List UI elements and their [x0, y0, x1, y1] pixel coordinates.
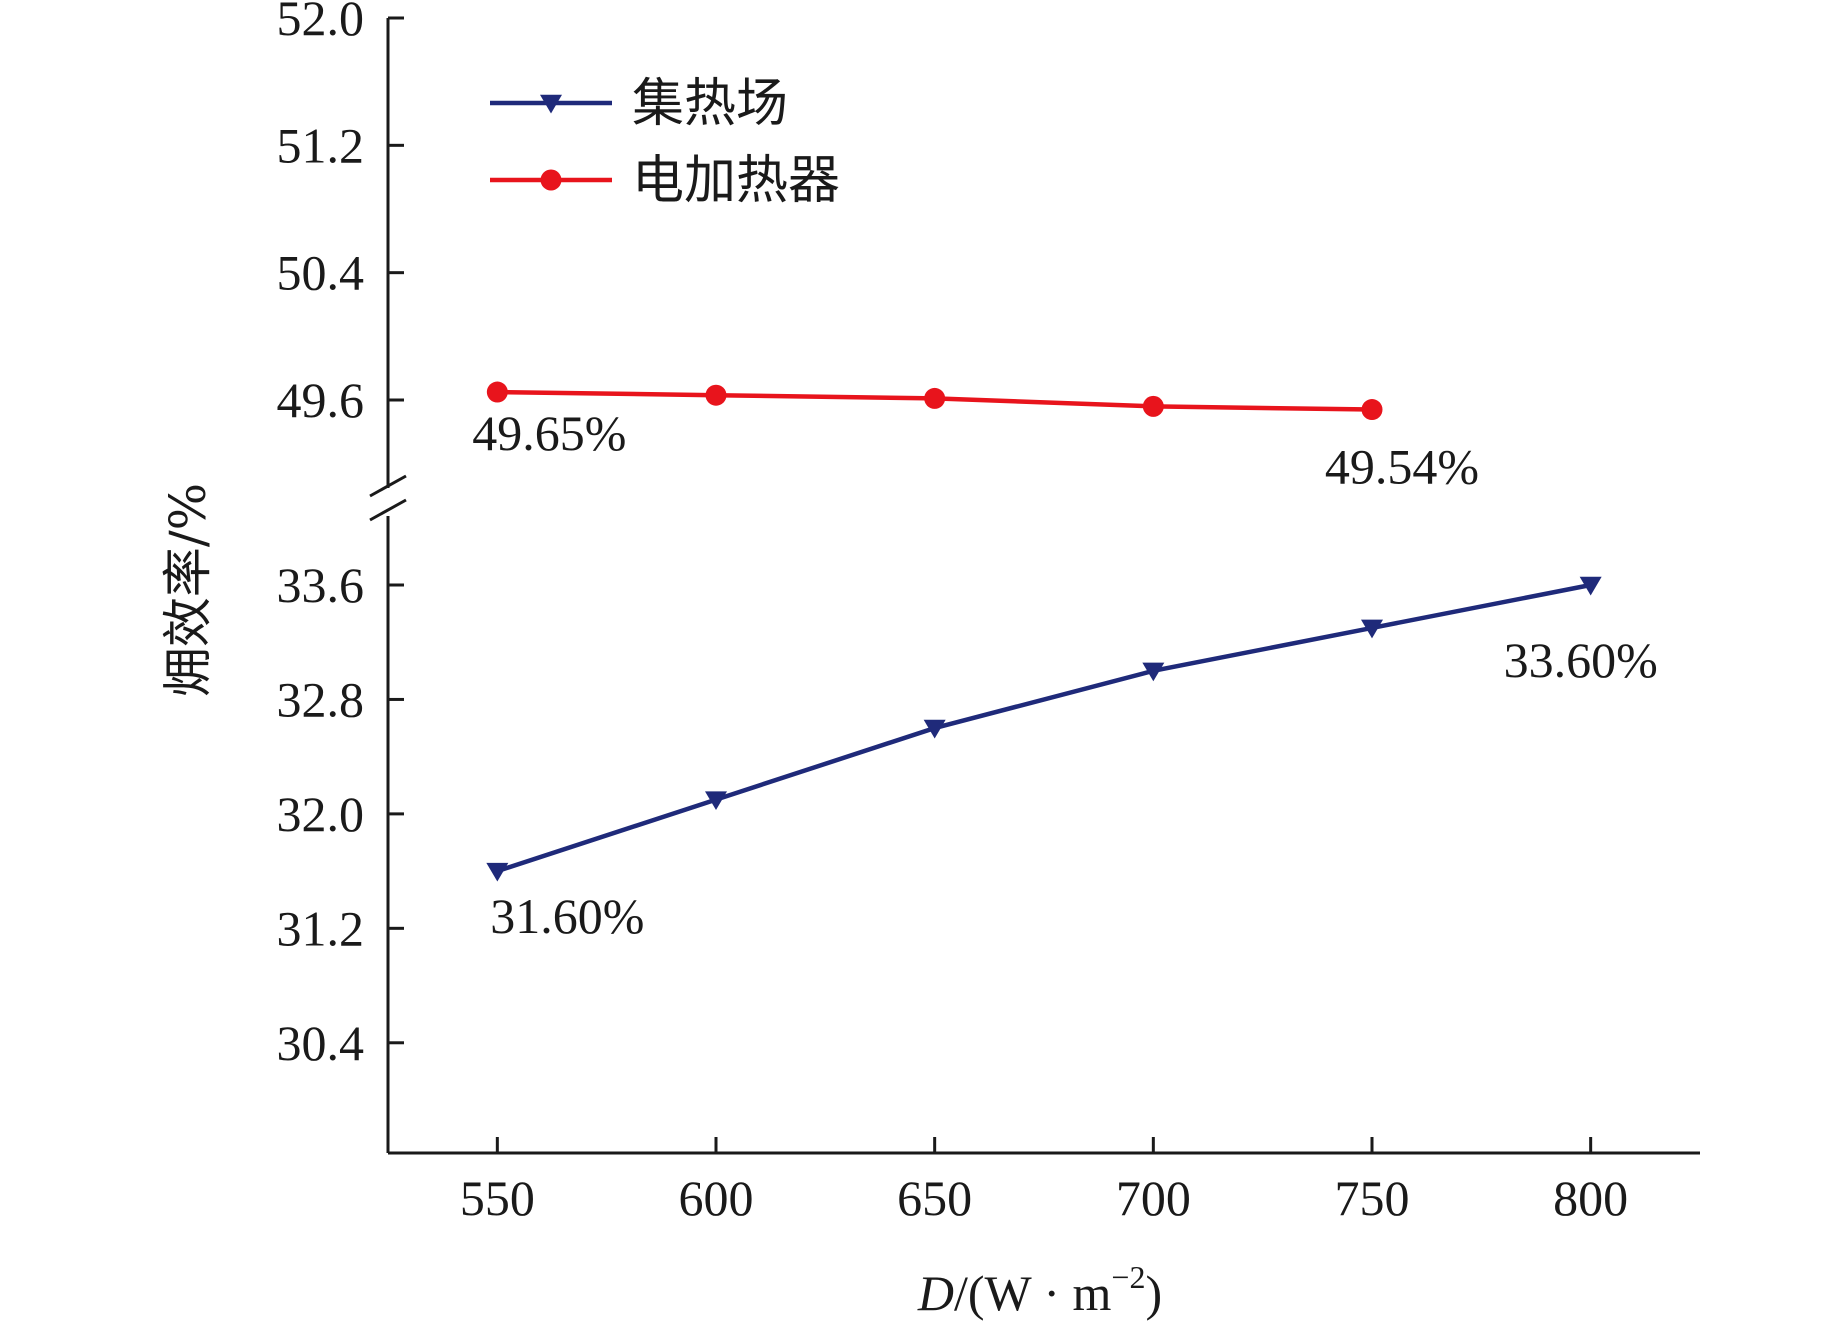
- legend: 集热场 电加热器: [490, 74, 840, 211]
- x-axis-title-sup: −2: [1111, 1259, 1145, 1295]
- legend-marker-circle: [540, 169, 562, 191]
- y-tick-label: 50.4: [277, 245, 365, 301]
- y-tick-label: 32.0: [277, 786, 365, 842]
- legend-marker-triangle: [540, 94, 562, 114]
- annotations: 31.60% 33.60% 49.65% 49.54%: [472, 405, 1657, 944]
- data-point-circle: [1142, 395, 1164, 417]
- data-point-circle: [924, 387, 946, 409]
- x-tick-label: 700: [1116, 1170, 1191, 1226]
- x-tick-label: 600: [679, 1170, 754, 1226]
- y-ticks: 49.6 50.4 51.2 52.0 30.4 31.2 32.0 32.8 33.6: [277, 0, 404, 1071]
- series-line-1: [496, 582, 1592, 874]
- data-point-circle: [486, 381, 508, 403]
- data-label: 31.60%: [490, 888, 644, 944]
- data-point-triangle: [1361, 619, 1383, 639]
- legend-label-series-1: 集热场: [632, 74, 788, 134]
- x-tick-label: 550: [460, 1170, 535, 1226]
- axis-break-mark: [369, 474, 407, 498]
- data-label: 49.54%: [1325, 439, 1479, 495]
- data-label: 33.60%: [1504, 632, 1658, 688]
- y-tick-label: 51.2: [277, 117, 365, 173]
- legend-label-series-2: 电加热器: [632, 151, 840, 211]
- data-point-circle: [705, 384, 727, 406]
- data-point-circle: [1361, 399, 1383, 421]
- data-point-triangle: [1579, 576, 1602, 596]
- axis-break-mark: [369, 498, 407, 522]
- y-tick-label: 32.8: [277, 671, 365, 727]
- x-axis-title-unit: /(W · m: [954, 1265, 1111, 1321]
- x-axis-title-close: ): [1145, 1265, 1162, 1321]
- x-tick-label: 800: [1553, 1170, 1628, 1226]
- y-tick-label: 49.6: [277, 372, 365, 428]
- x-ticks: 550 600 650 700 750 800: [460, 1137, 1628, 1226]
- y-axis-title: 㶲效率/%: [159, 483, 217, 697]
- data-label: 49.65%: [472, 405, 626, 461]
- x-tick-label: 750: [1335, 1170, 1410, 1226]
- y-tick-label: 52.0: [277, 0, 365, 46]
- y-tick-label: 30.4: [277, 1015, 365, 1071]
- y-tick-label: 33.6: [277, 557, 365, 613]
- y-tick-label: 31.2: [277, 900, 365, 956]
- x-tick-label: 650: [897, 1170, 972, 1226]
- data-point-triangle: [1142, 662, 1165, 682]
- x-axis-title-italic: D: [917, 1265, 954, 1321]
- data-point-triangle: [705, 791, 727, 811]
- data-point-triangle: [923, 719, 946, 739]
- x-axis-title: D/(W · m−2): [917, 1259, 1162, 1321]
- series-layer: [486, 381, 1602, 882]
- axes: [369, 18, 1700, 1155]
- data-point-triangle: [486, 862, 509, 882]
